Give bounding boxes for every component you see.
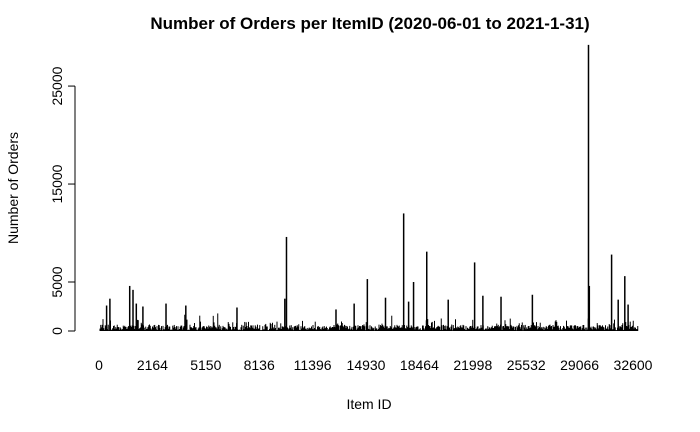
x-axis-tick-labels: 0 2164 5150 8136 11396 14930 18464 21998 25532 29…: [95, 357, 653, 373]
chart-title: Number of Orders per ItemID (2020-06-01 …: [150, 14, 589, 33]
y-tick-label: 15000: [49, 164, 65, 203]
y-tick-label: 25000: [49, 66, 65, 105]
y-axis: 0 5000 15000 25000: [49, 66, 76, 335]
x-tick-label: 5150: [190, 357, 221, 373]
x-tick-label: 18464: [400, 357, 439, 373]
y-tick-label: 5000: [49, 266, 65, 297]
x-tick-label: 0: [95, 357, 103, 373]
x-tick-label: 14930: [347, 357, 386, 373]
y-tick-label: 0: [49, 327, 65, 335]
x-tick-label: 21998: [453, 357, 492, 373]
bars: [99, 44, 639, 331]
y-axis-label: Number of Orders: [5, 132, 21, 244]
x-tick-label: 25532: [507, 357, 546, 373]
x-tick-label: 8136: [244, 357, 275, 373]
x-tick-label: 2164: [137, 357, 168, 373]
x-tick-label: 11396: [294, 357, 332, 373]
x-tick-label: 32600: [614, 357, 653, 373]
x-tick-label: 29066: [560, 357, 599, 373]
x-axis-label: Item ID: [346, 396, 391, 412]
